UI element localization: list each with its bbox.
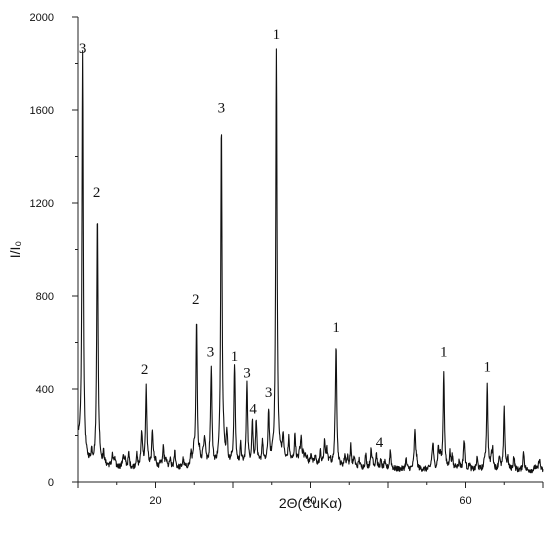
peak-label: 3 <box>218 100 226 116</box>
y-axis-title: I/I₀ <box>7 241 23 259</box>
x-tick-label: 60 <box>459 495 471 507</box>
y-tick-label: 2000 <box>30 12 54 24</box>
x-axis-title: 2Θ(CuKα) <box>279 495 342 511</box>
peak-label: 1 <box>332 320 340 336</box>
diffraction-pattern-line <box>77 48 544 474</box>
x-tick-label: 20 <box>149 495 161 507</box>
peak-label: 4 <box>376 435 384 451</box>
peak-label: 3 <box>207 344 215 360</box>
peak-label: 1 <box>273 27 281 43</box>
peak-label: 3 <box>265 385 273 401</box>
peak-label: 1 <box>440 344 448 360</box>
peak-label: 3 <box>243 365 251 381</box>
ticks <box>72 16 544 488</box>
peak-label: 4 <box>249 401 257 417</box>
y-tick-label: 0 <box>48 477 54 489</box>
peak-label: 2 <box>93 185 101 201</box>
peak-label: 2 <box>141 362 149 378</box>
peak-label: 1 <box>231 349 239 365</box>
y-tick-label: 400 <box>36 384 54 396</box>
y-tick-label: 1200 <box>30 198 54 210</box>
peak-label: 1 <box>483 360 491 376</box>
tick-labels: 0 400 800 1200 1600 2000 20 40 60 <box>30 12 472 507</box>
y-tick-label: 1600 <box>30 105 54 117</box>
y-tick-label: 800 <box>36 291 54 303</box>
peak-label: 3 <box>79 41 87 57</box>
peak-label: 2 <box>192 292 200 308</box>
axes <box>77 17 543 483</box>
x-tick-label: 40 <box>304 495 316 507</box>
